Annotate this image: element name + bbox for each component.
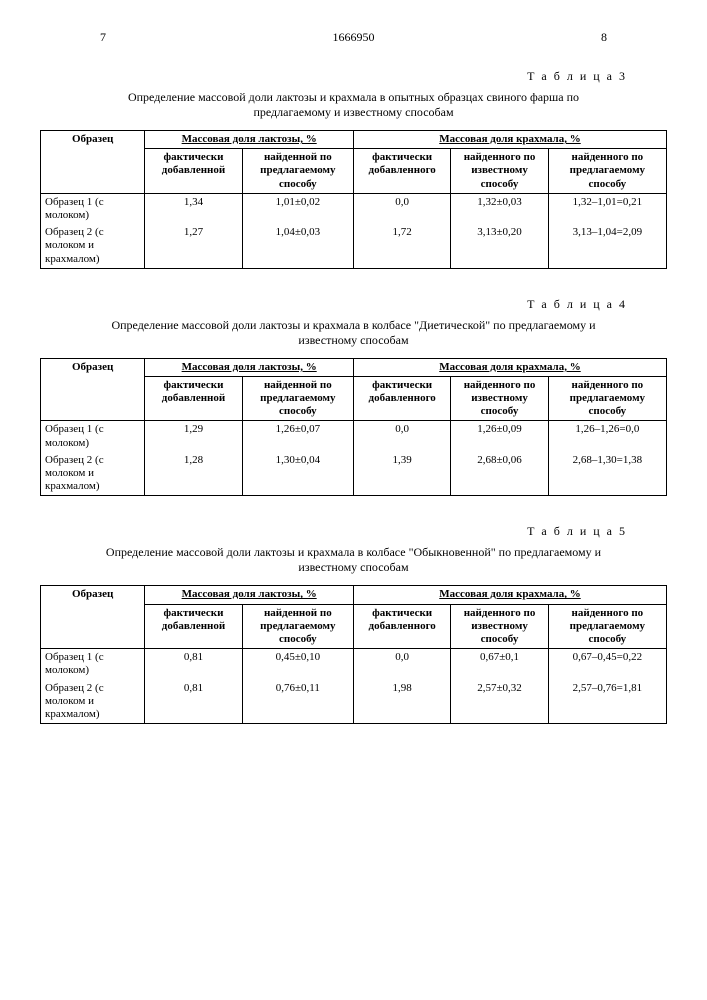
row-sample2-label: Образец 2 (с молоком и крахмалом) — [41, 680, 145, 724]
page-num-right: 8 — [601, 30, 607, 45]
table5: Образец Массовая доля лактозы, % Массова… — [40, 585, 667, 724]
row-sample2-label: Образец 2 (с молоком и крахмалом) — [41, 224, 145, 268]
col-starch-actual-hdr: фактически добавленного — [353, 604, 450, 649]
table3: Образец Массовая доля лактозы, % Массова… — [40, 130, 667, 269]
col-starch-known-hdr: найденного по известному способу — [451, 376, 548, 421]
table3-block: Т а б л и ц а 3 Определение массовой дол… — [40, 69, 667, 269]
doc-number: 1666950 — [333, 30, 375, 45]
cell: 1,26–1,26=0,0 — [548, 421, 666, 452]
col-starch-known-hdr: найденного по известному способу — [451, 149, 548, 194]
col-starch-known-hdr: найденного по известному способу — [451, 604, 548, 649]
table-row: Образец Массовая доля лактозы, % Массова… — [41, 586, 667, 604]
cell: 0,81 — [145, 649, 242, 680]
table5-block: Т а б л и ц а 5 Определение массовой дол… — [40, 524, 667, 724]
cell: 0,81 — [145, 680, 242, 724]
table-row: Образец 2 (с молоком и крахмалом) 1,27 1… — [41, 224, 667, 268]
col-lactose-found-hdr: найденной по предлагаемо­му способу — [242, 604, 353, 649]
col-lactose-found-hdr: найденной по предлагаемо­му способу — [242, 376, 353, 421]
col-sample-hdr: Образец — [41, 586, 145, 649]
cell: 1,26±0,09 — [451, 421, 548, 452]
table3-label: Т а б л и ц а 3 — [40, 69, 627, 84]
cell: 1,32±0,03 — [451, 193, 548, 224]
col-lactose-actual-hdr: фактически добавленной — [145, 149, 242, 194]
cell: 1,34 — [145, 193, 242, 224]
table3-caption: Определение массовой доли лактозы и крах… — [94, 90, 614, 120]
row-sample1-label: Образец 1 (с молоком) — [41, 421, 145, 452]
cell: 0,0 — [353, 421, 450, 452]
col-starch-proposed-hdr: найденного по предлагае­мому способу — [548, 149, 666, 194]
cell: 3,13±0,20 — [451, 224, 548, 268]
cell: 1,72 — [353, 224, 450, 268]
col-lactose-found-hdr: найденной по предлагаемо­му способу — [242, 149, 353, 194]
cell: 2,57–0,76=1,81 — [548, 680, 666, 724]
cell: 0,0 — [353, 193, 450, 224]
cell: 2,57±0,32 — [451, 680, 548, 724]
cell: 1,26±0,07 — [242, 421, 353, 452]
col-starch-group-hdr: Массовая доля крахмала, % — [353, 131, 666, 149]
col-starch-group-hdr: Массовая доля крахмала, % — [353, 586, 666, 604]
table4-block: Т а б л и ц а 4 Определение массовой дол… — [40, 297, 667, 497]
table-row: Образец Массовая доля лактозы, % Массова… — [41, 131, 667, 149]
cell: 1,01±0,02 — [242, 193, 353, 224]
table-row: Образец 1 (с молоком) 1,34 1,01±0,02 0,0… — [41, 193, 667, 224]
row-sample1-label: Образец 1 (с молоком) — [41, 193, 145, 224]
row-sample2-label: Образец 2 (с молоком и крахмалом) — [41, 452, 145, 496]
cell: 0,67±0,1 — [451, 649, 548, 680]
cell: 0,67–0,45=0,22 — [548, 649, 666, 680]
cell: 0,45±0,10 — [242, 649, 353, 680]
page-numbers: 7 1666950 8 — [40, 30, 667, 55]
cell: 0,0 — [353, 649, 450, 680]
cell: 1,98 — [353, 680, 450, 724]
cell: 2,68±0,06 — [451, 452, 548, 496]
cell: 1,28 — [145, 452, 242, 496]
col-starch-proposed-hdr: найденного по предлагае­мому способу — [548, 604, 666, 649]
cell: 1,30±0,04 — [242, 452, 353, 496]
table-row: Образец Массовая доля лактозы, % Массова… — [41, 358, 667, 376]
cell: 2,68–1,30=1,38 — [548, 452, 666, 496]
col-lactose-actual-hdr: фактически добавленной — [145, 376, 242, 421]
col-lactose-group-hdr: Массовая доля лактозы, % — [145, 131, 354, 149]
table-row: Образец 2 (с молоком и крахмалом) 0,81 0… — [41, 680, 667, 724]
cell: 1,04±0,03 — [242, 224, 353, 268]
page-num-left: 7 — [100, 30, 106, 45]
row-sample1-label: Образец 1 (с молоком) — [41, 649, 145, 680]
col-sample-hdr: Образец — [41, 131, 145, 194]
col-starch-group-hdr: Массовая доля крахмала, % — [353, 358, 666, 376]
col-starch-actual-hdr: фактически добавленного — [353, 149, 450, 194]
table4: Образец Массовая доля лактозы, % Массова… — [40, 358, 667, 497]
table5-caption: Определение массовой доли лактозы и крах… — [94, 545, 614, 575]
table4-caption: Определение массовой доли лактозы и крах… — [94, 318, 614, 348]
table-row: Образец 2 (с молоком и крахмалом) 1,28 1… — [41, 452, 667, 496]
col-starch-actual-hdr: фактически добавленного — [353, 376, 450, 421]
table-row: Образец 1 (с молоком) 1,29 1,26±0,07 0,0… — [41, 421, 667, 452]
col-lactose-group-hdr: Массовая доля лактозы, % — [145, 586, 354, 604]
col-sample-hdr: Образец — [41, 358, 145, 421]
table4-label: Т а б л и ц а 4 — [40, 297, 627, 312]
col-starch-proposed-hdr: найденного по предлагае­мому способу — [548, 376, 666, 421]
col-lactose-group-hdr: Массовая доля лактозы, % — [145, 358, 354, 376]
table-row: Образец 1 (с молоком) 0,81 0,45±0,10 0,0… — [41, 649, 667, 680]
cell: 1,39 — [353, 452, 450, 496]
cell: 1,32–1,01=0,21 — [548, 193, 666, 224]
table5-label: Т а б л и ц а 5 — [40, 524, 627, 539]
cell: 0,76±0,11 — [242, 680, 353, 724]
cell: 1,27 — [145, 224, 242, 268]
col-lactose-actual-hdr: фактически добавленной — [145, 604, 242, 649]
cell: 1,29 — [145, 421, 242, 452]
cell: 3,13–1,04=2,09 — [548, 224, 666, 268]
